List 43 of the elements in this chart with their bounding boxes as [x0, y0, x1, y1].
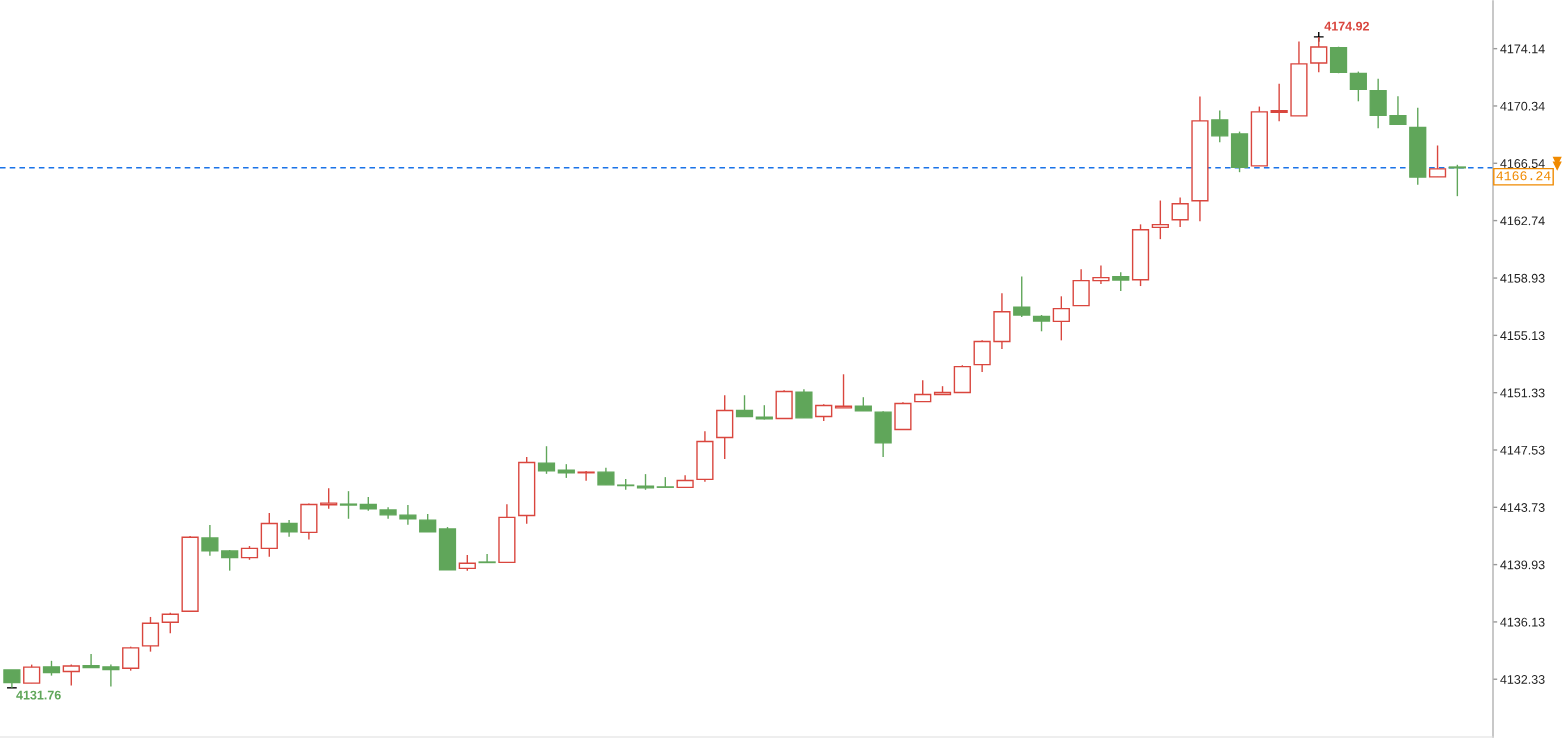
candlestick — [1349, 70, 1367, 102]
candlestick — [735, 394, 754, 418]
candlestick — [1151, 199, 1169, 240]
y-tick-label: 4174.14 — [1500, 44, 1545, 54]
y-tick-label: 4143.73 — [1500, 503, 1545, 512]
candlestick — [914, 379, 932, 403]
candlestick — [834, 373, 853, 409]
candlestick — [161, 612, 179, 634]
candlestick — [1448, 164, 1466, 197]
candlestick — [1112, 271, 1130, 292]
candlestick — [141, 616, 160, 653]
candlestick — [478, 553, 496, 564]
candlestick — [23, 663, 41, 684]
candlestick — [1389, 95, 1407, 125]
y-tick-label: 4151.33 — [1500, 388, 1545, 398]
candlestick — [1211, 109, 1229, 143]
candlestick — [537, 445, 556, 475]
annotation: 4131.76 — [16, 690, 61, 700]
y-tick-label: 4170.34 — [1500, 101, 1545, 111]
candlestick — [82, 653, 100, 669]
y-tick-label: 4132.33 — [1500, 675, 1545, 684]
candlestick — [1013, 275, 1031, 318]
candlestick — [1270, 82, 1288, 122]
candlestick — [320, 487, 338, 510]
y-tick-label: 4155.13 — [1500, 331, 1545, 341]
y-tick-label: 4162.74 — [1500, 216, 1545, 226]
candlestick — [201, 524, 219, 557]
candlestick — [1428, 144, 1447, 178]
candlestick — [102, 663, 120, 688]
annotation: 4174.92 — [1324, 21, 1369, 31]
y-tick-label: 4158.93 — [1500, 273, 1545, 283]
candlestick — [1092, 264, 1110, 285]
y-tick-label: 4147.53 — [1500, 445, 1545, 455]
candlestick — [399, 504, 417, 526]
y-tick-label: 4136.13 — [1500, 617, 1545, 627]
candlestick — [339, 490, 358, 520]
candlestick — [973, 339, 991, 373]
ref-line-label: 4166.24 — [1496, 171, 1551, 181]
y-tick-label: 4166.54 — [1500, 159, 1545, 168]
candlestick — [577, 470, 595, 482]
candlestick — [1052, 295, 1070, 342]
y-tick-label: 4139.93 — [1500, 560, 1545, 570]
candlestick — [1171, 196, 1189, 228]
